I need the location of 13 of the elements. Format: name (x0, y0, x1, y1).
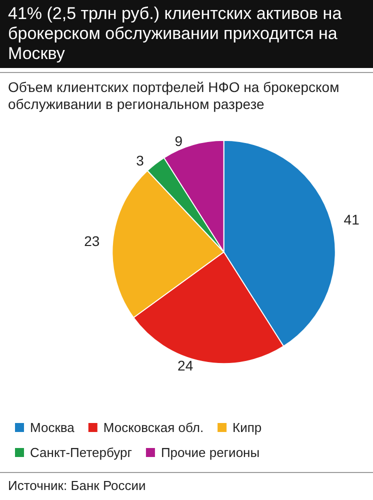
text: Источник: Банк России (0, 472, 373, 498)
data-label: 24 (178, 358, 194, 374)
legend-label: Прочие регионы (160, 445, 260, 460)
data-label: 3 (136, 152, 144, 169)
data-label: 41 (344, 212, 360, 228)
chart-subtitle: Объем клиентских портфелей НФО на брокерском обслуживании в региональном разрезе (0, 72, 373, 113)
legend-label: Кипр (232, 420, 262, 435)
data-label: 9 (174, 132, 183, 149)
legend-label: Москва (30, 420, 76, 435)
chart-title: 41% (2,5 трлн руб.) клиентских активов на брокерском обслуживании приходится на Москву (0, 0, 373, 68)
legend-label: Московская обл. (103, 420, 204, 435)
data-label: 23 (84, 233, 100, 250)
legend-label: Санкт-Петербург (30, 445, 132, 460)
